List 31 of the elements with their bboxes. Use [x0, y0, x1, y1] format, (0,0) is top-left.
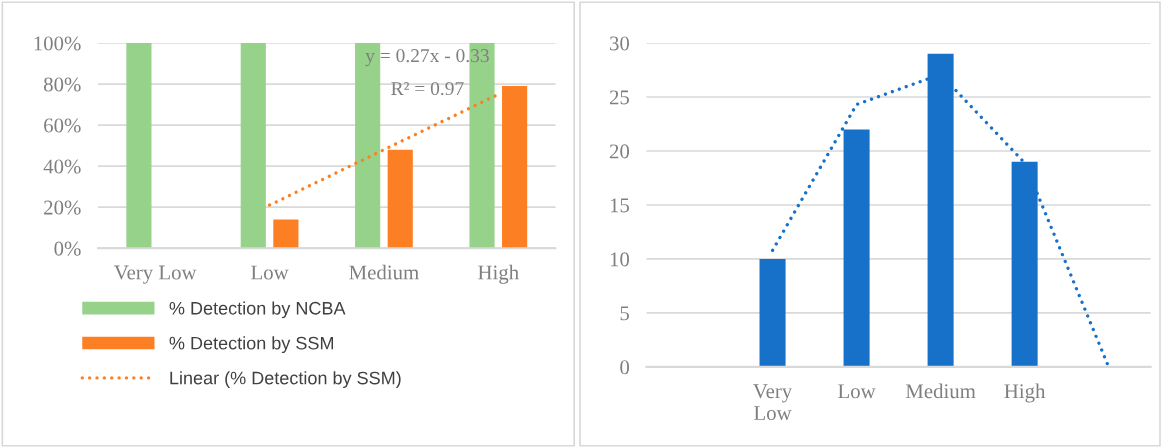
- y-tick-label: 60%: [44, 118, 81, 133]
- legend-label: % Detection by SSM: [169, 336, 334, 354]
- bar: [759, 258, 786, 367]
- y-tick-label: 40%: [43, 159, 81, 174]
- y-tick-label: 10: [610, 252, 630, 267]
- y-tick-label: 100%: [34, 36, 81, 51]
- x-tick-label: Very Low: [753, 384, 793, 421]
- x-tick-label: High: [478, 264, 519, 284]
- x-tick-label: Low: [251, 265, 289, 280]
- x-tick-label: Medium: [349, 264, 419, 280]
- x-tick-label: High: [1004, 383, 1046, 403]
- y-tick-label: 15: [610, 198, 630, 213]
- legend-label: % Detection by NCBA: [169, 301, 346, 319]
- y-tick-label: 25: [609, 90, 630, 105]
- y-tick-label: 20: [609, 144, 630, 159]
- bar: [355, 43, 381, 249]
- y-tick-label: 80%: [43, 77, 81, 92]
- y-tick-label: 0%: [54, 241, 81, 256]
- y-tick-label: 5: [620, 306, 630, 321]
- bar: [502, 86, 528, 249]
- legend-label: Linear (% Detection by SSM): [170, 371, 401, 388]
- bar: [273, 219, 299, 249]
- bar: [240, 43, 266, 249]
- x-tick-label: Medium: [905, 383, 976, 399]
- y-tick-label: 0: [620, 360, 630, 375]
- y-tick-label: 20%: [44, 200, 81, 215]
- x-tick-label: Low: [838, 384, 876, 399]
- x-tick-label: Very Low: [114, 265, 197, 284]
- y-tick-label: 30: [610, 36, 630, 51]
- annotation: R² = 0.97: [391, 81, 464, 96]
- bar: [126, 43, 152, 249]
